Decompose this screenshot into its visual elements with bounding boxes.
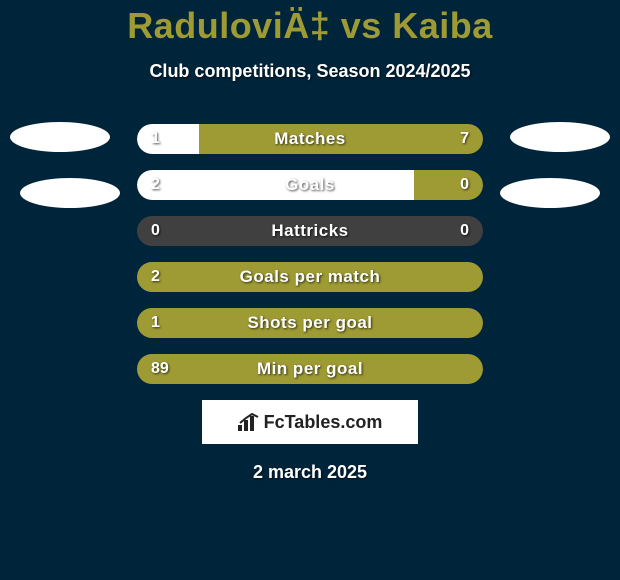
comparison-bars: 17Matches 20Goals 00Hattricks 2Goals per ma… bbox=[137, 124, 483, 384]
bar-row: 89Min per goal bbox=[137, 354, 483, 384]
page-subtitle: Club competitions, Season 2024/2025 bbox=[0, 61, 620, 82]
page-title: RaduloviÄ‡ vs Kaiba bbox=[0, 5, 620, 47]
logo: FcTables.com bbox=[238, 412, 383, 433]
bar-row: 2Goals per match bbox=[137, 262, 483, 292]
bar-row: 20Goals bbox=[137, 170, 483, 200]
bar-label: Min per goal bbox=[137, 354, 483, 384]
footer-date: 2 march 2025 bbox=[0, 462, 620, 483]
decor-ellipse bbox=[500, 178, 600, 208]
bar-row: 00Hattricks bbox=[137, 216, 483, 246]
bar-label: Hattricks bbox=[137, 216, 483, 246]
bar-label: Shots per goal bbox=[137, 308, 483, 338]
bar-row: 1Shots per goal bbox=[137, 308, 483, 338]
bar-label: Goals per match bbox=[137, 262, 483, 292]
bar-row: 17Matches bbox=[137, 124, 483, 154]
logo-text: FcTables.com bbox=[264, 412, 383, 433]
bar-label: Matches bbox=[137, 124, 483, 154]
bar-label: Goals bbox=[137, 170, 483, 200]
decor-ellipse bbox=[20, 178, 120, 208]
decor-ellipse bbox=[510, 122, 610, 152]
chart-icon bbox=[238, 413, 260, 431]
decor-ellipse bbox=[10, 122, 110, 152]
logo-box: FcTables.com bbox=[202, 400, 418, 444]
